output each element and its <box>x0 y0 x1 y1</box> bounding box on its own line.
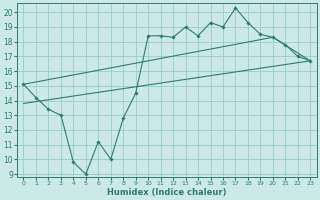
X-axis label: Humidex (Indice chaleur): Humidex (Indice chaleur) <box>107 188 227 197</box>
